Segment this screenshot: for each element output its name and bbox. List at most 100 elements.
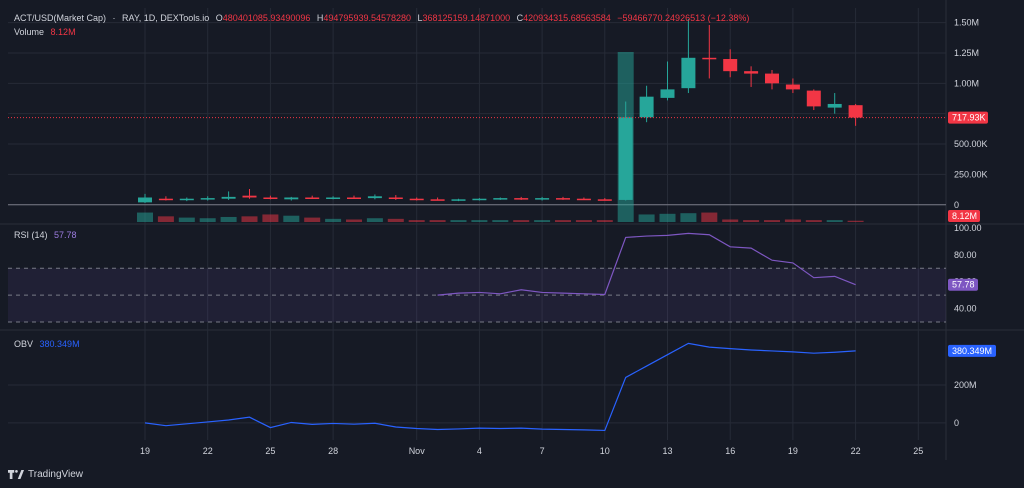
candle-body: [597, 199, 612, 201]
candle-body: [827, 103, 842, 108]
volume-label[interactable]: Volume: [14, 27, 45, 37]
volume-bar: [366, 218, 383, 222]
open-value: O480401085.93490096: [215, 13, 311, 23]
candle-body: [660, 89, 675, 98]
candle-body: [284, 197, 299, 200]
date-tick-label: 7: [540, 446, 545, 456]
volume-bar: [304, 217, 321, 222]
volume-last-badge: [948, 210, 980, 222]
volume-bar: [534, 220, 551, 222]
candle-body: [430, 199, 445, 201]
volume-bar: [764, 220, 780, 222]
volume-bar: [178, 217, 195, 222]
obv-value: 380.349M: [39, 339, 80, 349]
volume-bar: [575, 220, 592, 222]
candle-body: [263, 197, 278, 199]
tradingview-logo-icon: [8, 470, 24, 479]
candle-body: [472, 198, 487, 201]
volume-bar: [513, 220, 530, 222]
volume-bar: [325, 218, 342, 222]
volume-bar: [784, 219, 801, 222]
volume-bar: [346, 219, 362, 222]
volume-bar: [743, 220, 760, 222]
candle-body: [158, 198, 173, 201]
candle-body: [347, 197, 361, 199]
obv-label[interactable]: OBV: [14, 339, 34, 349]
volume-bar: [157, 216, 174, 222]
date-tick-label: 4: [477, 446, 482, 456]
high-value: H494795939.54578280: [316, 13, 411, 23]
candle-body: [138, 197, 152, 203]
candle-body: [326, 197, 341, 199]
last-price-label: 717.93K: [952, 113, 986, 123]
candle-body: [305, 197, 320, 199]
volume-bar: [826, 220, 843, 222]
candle-body: [514, 198, 529, 200]
rsi-tick-label: 80.00: [954, 250, 977, 260]
obv-last-label: 380.349M: [952, 346, 992, 356]
legend-separator: ·: [112, 13, 116, 23]
price-tick-label: 1.00M: [954, 78, 979, 88]
change-value: −59466770.24926513 (−12.38%): [617, 13, 750, 23]
date-tick-label: 13: [662, 446, 672, 456]
date-tick-label: 28: [328, 446, 338, 456]
candle-body: [242, 195, 257, 198]
volume-bar: [638, 214, 655, 222]
date-tick-label: 22: [851, 446, 861, 456]
price-tick-label: 0: [954, 200, 959, 210]
price-tick-label: 250.00K: [954, 169, 988, 179]
date-tick-label: 10: [600, 446, 610, 456]
tradingview-branding[interactable]: TradingView: [8, 469, 83, 480]
date-tick-label: 25: [265, 446, 275, 456]
volume-bar: [450, 220, 467, 222]
volume-bar: [701, 212, 718, 222]
candle-body: [765, 73, 779, 84]
price-tick-label: 1.25M: [954, 48, 979, 58]
volume-bar: [492, 220, 509, 222]
candle-body: [556, 198, 570, 200]
volume-bar: [199, 218, 216, 222]
obv-tick-label: 0: [954, 418, 959, 428]
volume-bar: [847, 220, 864, 222]
rsi-label[interactable]: RSI (14): [14, 230, 48, 240]
source-label: RAY, 1D, DEXTools.io: [122, 13, 210, 23]
rsi-tick-label: 100.00: [954, 223, 982, 233]
volume-bar: [220, 216, 237, 222]
volume-bar: [408, 220, 425, 222]
obv-legend: OBV 380.349M: [14, 339, 84, 350]
date-tick-label: 19: [140, 446, 150, 456]
volume-bar: [722, 219, 739, 222]
obv-tick-label: 200M: [954, 380, 977, 390]
candle-body: [221, 196, 236, 199]
volume-bar: [680, 213, 697, 222]
candle-body: [451, 199, 466, 201]
candle-body: [702, 57, 717, 60]
volume-last-label: 8.12M: [952, 211, 977, 221]
candle-body: [535, 198, 550, 200]
rsi-tick-label: 40.00: [954, 304, 977, 314]
rsi-value: 57.78: [54, 230, 77, 240]
date-tick-label: 19: [788, 446, 798, 456]
candle-body: [681, 57, 696, 89]
last-price-badge: [948, 111, 988, 124]
date-tick-label: 16: [725, 446, 735, 456]
rsi-last-badge: [948, 278, 978, 291]
candle-body: [493, 198, 508, 200]
low-value: L368125159.14871000: [417, 13, 511, 23]
date-tick-label: 25: [913, 446, 923, 456]
symbol-label[interactable]: ACT/USD(Market Cap): [14, 13, 107, 23]
rsi-legend: RSI (14) 57.78: [14, 230, 81, 241]
volume-bar: [596, 220, 613, 222]
candle-body: [723, 59, 738, 72]
close-value: C420934315.68563584: [516, 13, 611, 23]
volume-bar: [471, 220, 488, 222]
volume-bar: [262, 214, 279, 222]
candle-body: [409, 198, 424, 201]
candle-body: [639, 96, 654, 118]
obv-last-badge: [948, 344, 996, 357]
volume-value: 8.12M: [50, 27, 76, 37]
price-legend: ACT/USD(Market Cap) · RAY, 1D, DEXTools.…: [14, 13, 753, 24]
